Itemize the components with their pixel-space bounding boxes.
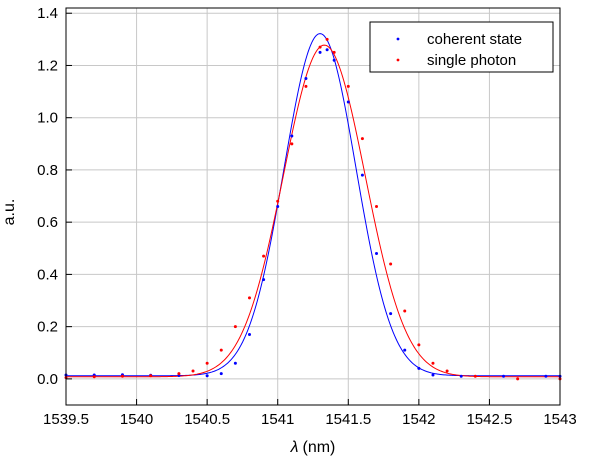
- data-point: [360, 137, 364, 141]
- data-point: [205, 361, 209, 365]
- data-points: [64, 37, 562, 381]
- data-point: [346, 84, 350, 88]
- x-tick-label: 1539.5: [43, 411, 89, 428]
- data-point: [375, 252, 379, 256]
- grid: [65, 8, 561, 405]
- fit-curve: [66, 44, 560, 378]
- data-point: [389, 262, 393, 266]
- plot-frame: [65, 7, 561, 406]
- y-tick-label: 1.0: [37, 110, 58, 127]
- fit-curve: [66, 33, 560, 377]
- data-point: [191, 369, 195, 373]
- axis-ticks: 1539.5 1540 1540.5 1541 1541.5 1542 1542.5 1543…: [37, 5, 577, 428]
- x-tick-label: 1540.5: [184, 411, 230, 428]
- data-point: [403, 309, 407, 313]
- legend-marker-single: [396, 58, 400, 62]
- data-point: [233, 361, 237, 365]
- data-point: [360, 173, 364, 177]
- data-point: [262, 254, 266, 258]
- data-point: [92, 375, 96, 379]
- data-point: [149, 374, 153, 378]
- data-point: [304, 84, 308, 88]
- y-axis-label: a.u.: [1, 199, 18, 226]
- y-tick-label: 0.2: [37, 319, 58, 336]
- x-tick-label: 1541.5: [325, 411, 371, 428]
- data-point: [318, 45, 322, 49]
- data-point: [332, 50, 336, 54]
- y-tick-label: 0.6: [37, 214, 58, 231]
- data-point: [431, 373, 435, 377]
- data-point: [389, 312, 393, 316]
- data-point: [120, 374, 124, 378]
- y-tick-label: 0.4: [37, 266, 58, 283]
- x-tick-label: 1540: [120, 411, 153, 428]
- data-point: [544, 374, 548, 378]
- data-point: [290, 134, 294, 138]
- legend-box: [369, 21, 554, 73]
- data-point: [276, 199, 280, 203]
- data-point: [459, 374, 463, 378]
- data-point: [219, 372, 223, 376]
- data-point: [502, 374, 506, 378]
- data-point: [276, 205, 280, 208]
- data-point: [233, 325, 237, 329]
- data-point: [445, 369, 449, 373]
- data-point: [247, 332, 251, 336]
- data-point: [431, 361, 435, 365]
- legend-label-coherent: coherent state: [427, 31, 522, 48]
- x-tick-label: 1542: [402, 411, 435, 428]
- data-point: [318, 50, 322, 54]
- legend-label-single: single photon: [427, 52, 516, 69]
- legend-marker-coherent: [396, 37, 400, 41]
- x-axis-unit: (nm): [302, 439, 335, 456]
- data-point: [262, 278, 266, 282]
- data-point: [375, 205, 379, 208]
- data-point: [473, 374, 477, 378]
- data-point: [177, 372, 181, 376]
- data-point: [205, 374, 209, 378]
- x-axis-label: λ (nm): [290, 439, 336, 456]
- fit-curves: [66, 33, 560, 378]
- data-point: [325, 37, 329, 41]
- y-tick-label: 0.8: [37, 162, 58, 179]
- data-point: [417, 343, 421, 347]
- data-point: [325, 48, 329, 52]
- data-point: [304, 77, 308, 81]
- data-point: [346, 100, 350, 104]
- legend: coherent state single photon: [369, 21, 554, 73]
- data-point: [219, 348, 223, 352]
- y-tick-label: 1.2: [37, 57, 58, 74]
- data-point: [516, 377, 520, 381]
- x-tick-label: 1542.5: [466, 411, 512, 428]
- y-tick-label: 1.4: [37, 5, 58, 22]
- data-point: [247, 296, 251, 300]
- data-point: [332, 58, 336, 62]
- x-axis-symbol: λ: [290, 439, 299, 456]
- data-point: [417, 366, 421, 370]
- data-point: [403, 348, 407, 352]
- y-tick-label: 0.0: [37, 371, 58, 388]
- x-tick-label: 1541: [261, 411, 294, 428]
- data-point: [290, 142, 294, 146]
- x-tick-label: 1543: [543, 411, 576, 428]
